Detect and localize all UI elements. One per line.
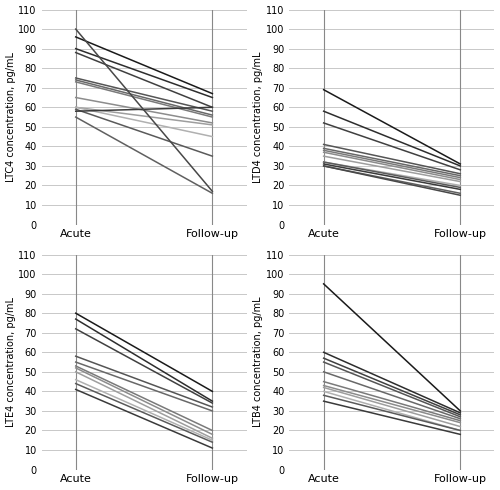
Y-axis label: LTC4 concentration, pg/mL: LTC4 concentration, pg/mL xyxy=(6,52,16,182)
Y-axis label: LTD4 concentration, pg/mL: LTD4 concentration, pg/mL xyxy=(254,51,264,183)
Y-axis label: LTE4 concentration, pg/mL: LTE4 concentration, pg/mL xyxy=(6,297,16,427)
Y-axis label: LTB4 concentration, pg/mL: LTB4 concentration, pg/mL xyxy=(254,297,264,427)
